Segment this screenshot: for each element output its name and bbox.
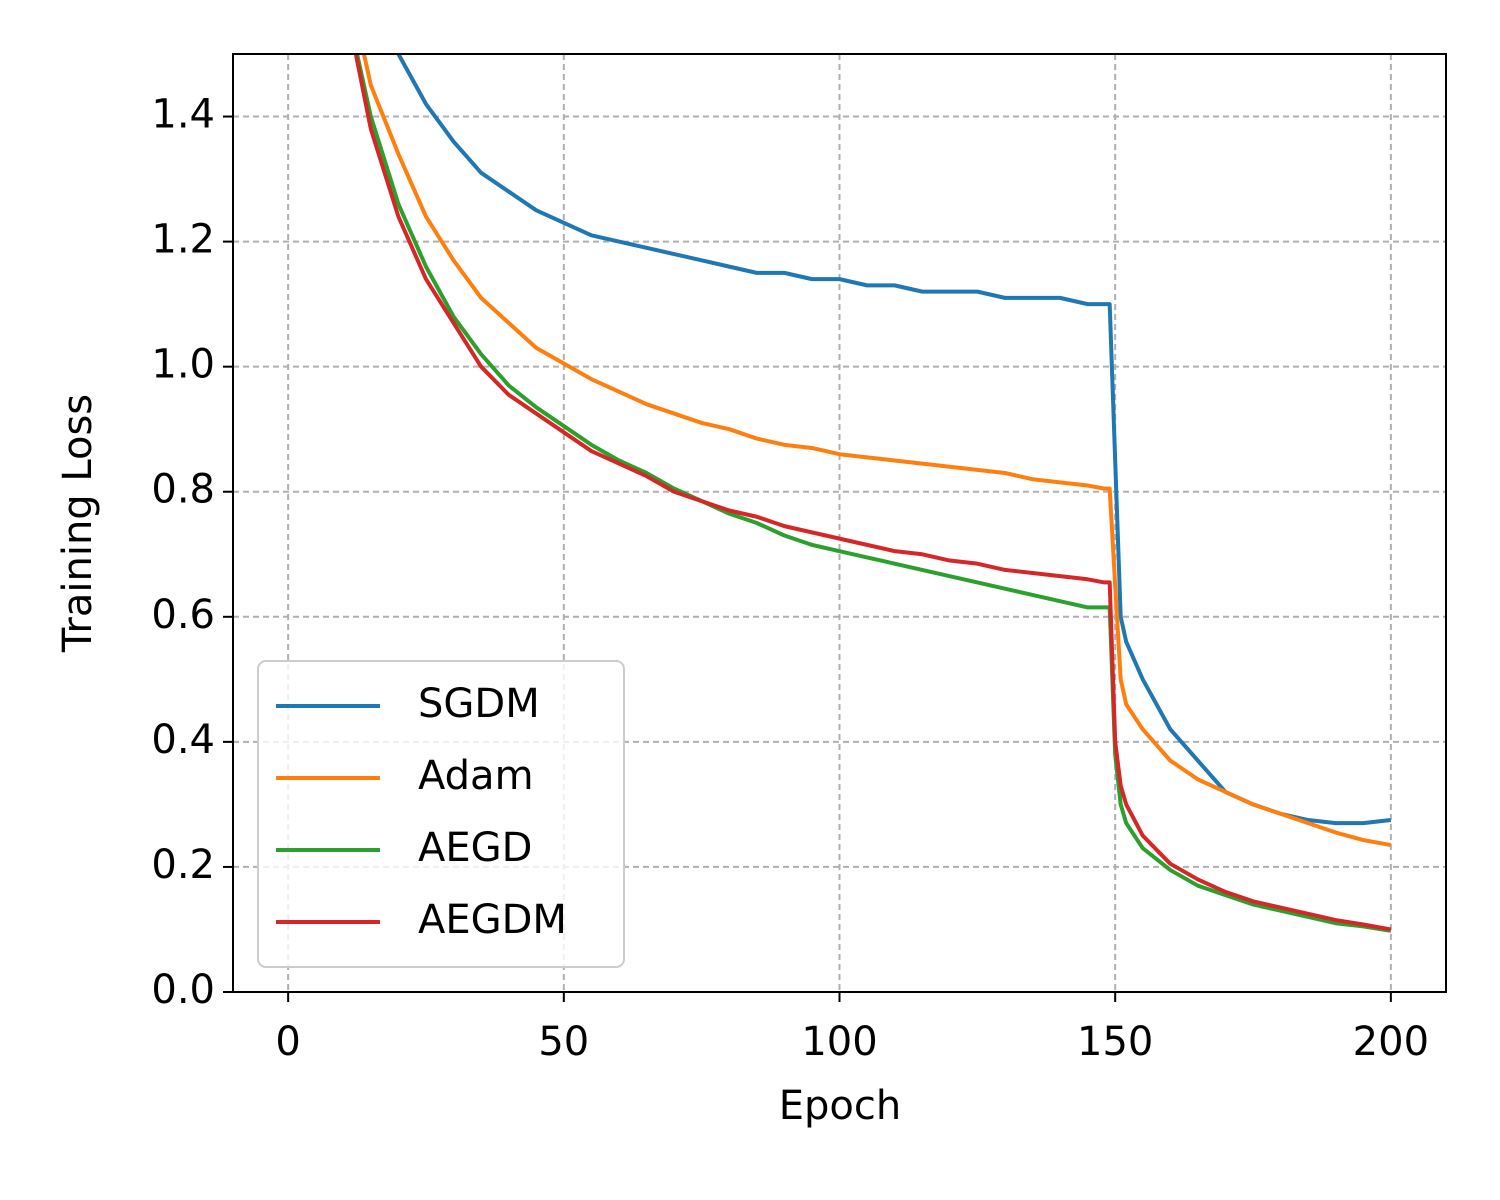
series-line (353, 54, 1392, 932)
legend-label: SGDM (418, 681, 540, 727)
series-line (396, 54, 1392, 826)
x-tick-label: 100 (801, 1019, 877, 1065)
y-tick-label: 0.0 (151, 967, 215, 1013)
x-axis-label: Epoch (779, 1083, 901, 1129)
x-tick-label: 200 (1353, 1019, 1429, 1065)
legend-label: Adam (418, 753, 534, 799)
y-tick-label: 0.6 (151, 592, 215, 638)
y-tick-label: 0.8 (151, 467, 215, 513)
x-tick-label: 0 (275, 1019, 300, 1065)
y-tick-label: 1.4 (151, 92, 215, 138)
x-tick-label: 50 (538, 1019, 589, 1065)
y-tick-label: 1.2 (151, 217, 215, 263)
y-tick-label: 1.0 (151, 342, 215, 388)
y-tick-label: 0.2 (151, 842, 215, 888)
x-tick-label: 150 (1077, 1019, 1153, 1065)
y-tick-label: 0.4 (151, 717, 215, 763)
legend-box (257, 660, 625, 968)
legend-label: AEGD (418, 825, 532, 871)
series-line (361, 54, 1392, 848)
series-line (355, 54, 1392, 933)
y-axis-label: Training Loss (55, 394, 101, 653)
legend-label: AEGDM (418, 897, 567, 943)
